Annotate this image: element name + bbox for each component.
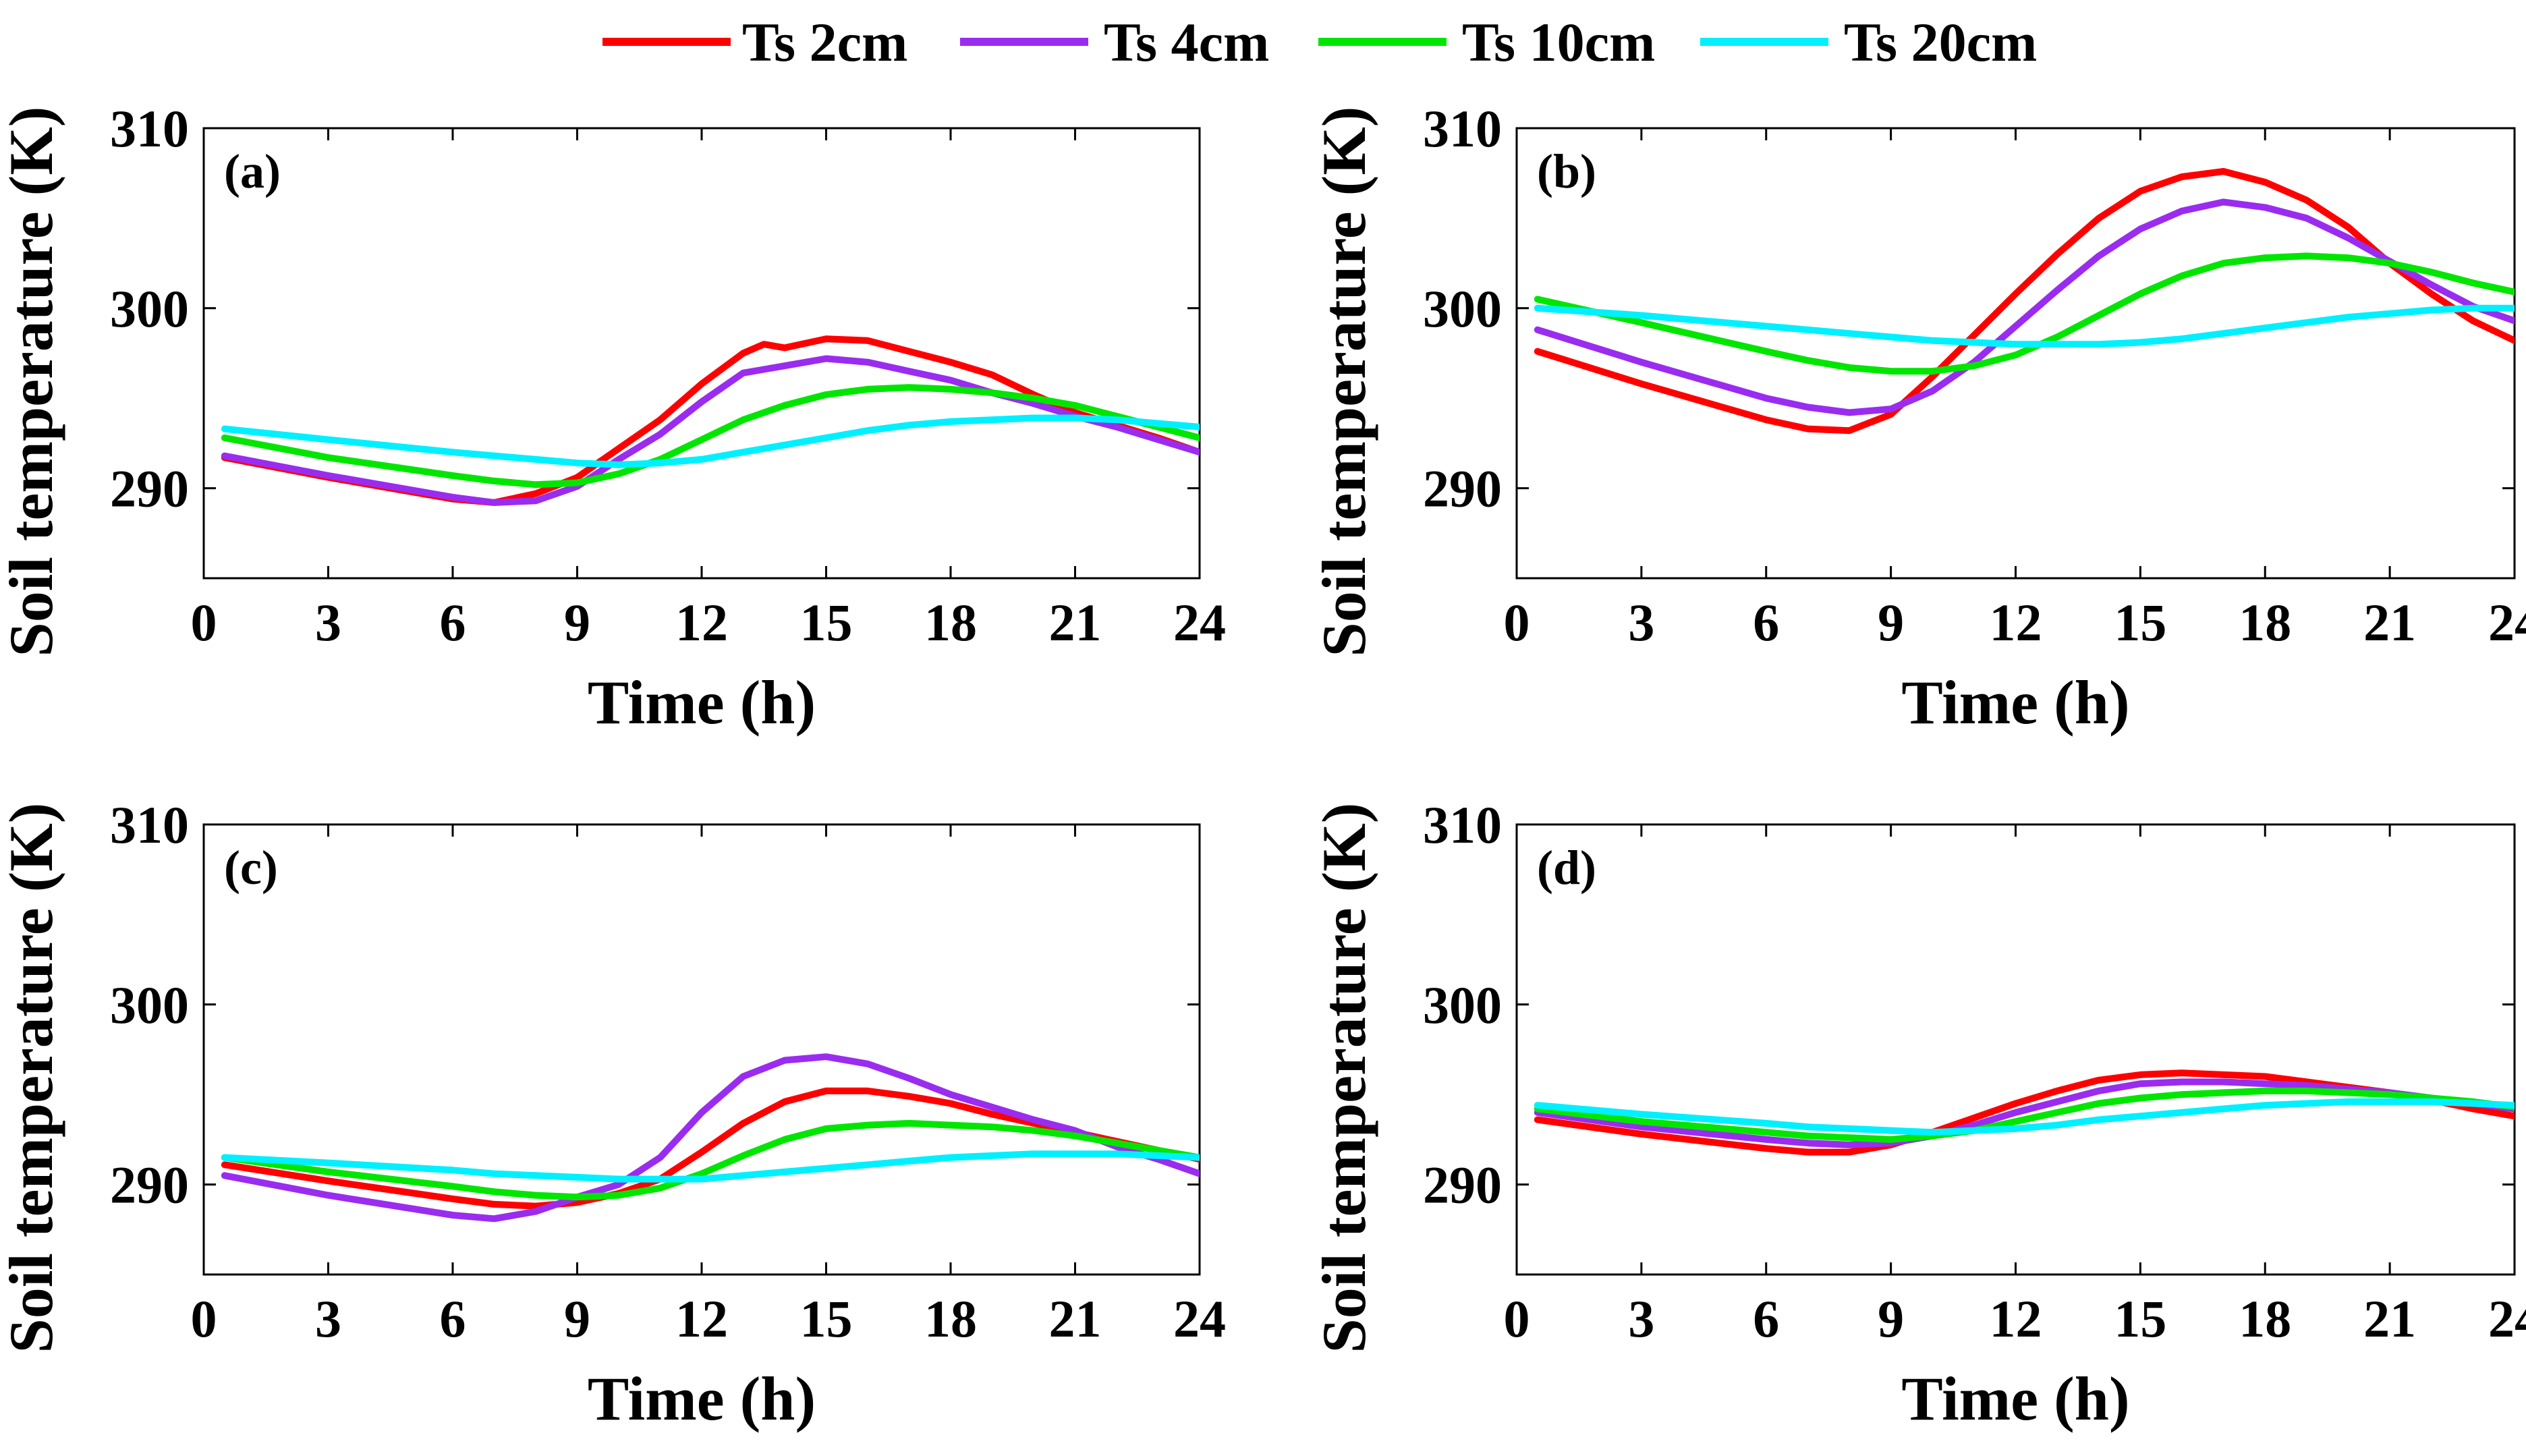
x-tick-label: 3 [315, 1289, 341, 1348]
x-tick-label: 18 [924, 1289, 977, 1348]
legend-label: Ts 2cm [742, 11, 907, 73]
x-tick-label: 3 [1628, 593, 1654, 652]
series-line-ts-4cm [221, 355, 1200, 506]
panel-label: (d) [1537, 841, 1596, 895]
y-tick-label: 300 [1423, 279, 1502, 338]
x-tick-label: 18 [924, 593, 977, 652]
x-tick-label: 3 [315, 593, 341, 652]
x-tick-label: 0 [1504, 593, 1530, 652]
x-tick-label: 12 [1990, 593, 2042, 652]
x-tick-label: 18 [2239, 1289, 2291, 1348]
y-axis-label: Soil temperature (K) [0, 107, 65, 657]
x-tick-label: 6 [1753, 593, 1779, 652]
x-tick-label: 12 [675, 1289, 728, 1348]
y-tick-label: 290 [1423, 1156, 1502, 1214]
panel-label: (b) [1537, 144, 1596, 198]
y-tick-label: 290 [110, 1156, 189, 1214]
x-tick-label: 9 [564, 1289, 590, 1348]
x-tick-label: 24 [2488, 593, 2526, 652]
x-tick-label: 15 [800, 1289, 853, 1348]
x-tick-label: 6 [440, 1289, 466, 1348]
series-line-ts-2cm [1534, 168, 2515, 435]
series-group [1534, 168, 2515, 435]
series-line-ts-2cm [221, 1087, 1200, 1210]
series-line-ts-20cm [221, 1150, 1200, 1183]
x-tick-label: 24 [2488, 1289, 2526, 1348]
y-tick-label: 310 [1423, 99, 1502, 158]
panel-label: (a) [224, 144, 281, 198]
y-axis-label: Soil temperature (K) [1310, 107, 1378, 657]
x-tick-label: 15 [800, 593, 853, 652]
x-tick-label: 12 [1990, 1289, 2042, 1348]
x-tick-label: 9 [564, 593, 590, 652]
x-tick-label: 0 [1504, 1289, 1530, 1348]
legend-label: Ts 10cm [1462, 11, 1655, 73]
series-line-ts-10cm [1534, 1087, 2515, 1143]
x-tick-label: 21 [1049, 1289, 1102, 1348]
x-tick-label: 24 [1173, 593, 1226, 652]
series-line-ts-10cm [221, 1119, 1200, 1201]
x-tick-label: 15 [2114, 593, 2166, 652]
y-tick-label: 310 [110, 795, 189, 854]
x-tick-label: 15 [2114, 1289, 2166, 1348]
series-group [221, 1053, 1200, 1223]
y-tick-label: 310 [1423, 795, 1502, 854]
series-line-ts-10cm [221, 384, 1200, 488]
x-tick-label: 3 [1628, 1289, 1654, 1348]
x-tick-label: 18 [2239, 593, 2291, 652]
y-tick-label: 290 [1423, 459, 1502, 518]
chart-panel-c: 0 3 6 9 12 15 18 21 24 290 300 310 Time (h) Soil temp… [0, 795, 1226, 1433]
x-tick-label: 9 [1878, 1289, 1904, 1348]
series-line-ts-20cm [221, 414, 1200, 468]
y-tick-label: 300 [110, 976, 189, 1034]
chart-panel-a: 0 3 6 9 12 15 18 21 24 290 300 310 Time (h) Soil temp… [0, 99, 1226, 737]
x-tick-label: 6 [440, 593, 466, 652]
chart-panel-b: 0 3 6 9 12 15 18 21 24 290 300 310 Time (h) Soil temp… [1310, 99, 2526, 737]
y-tick-label: 300 [110, 279, 189, 338]
legend-label: Ts 20cm [1844, 11, 2037, 73]
axes-box [202, 127, 1201, 580]
series-line-ts-4cm [221, 1053, 1200, 1223]
series-line-ts-4cm [1534, 198, 2515, 416]
y-tick-label: 310 [110, 99, 189, 158]
panel-label: (c) [224, 841, 278, 895]
x-tick-label: 21 [1049, 593, 1102, 652]
x-tick-label: 9 [1878, 593, 1904, 652]
x-tick-label: 12 [675, 593, 728, 652]
axes-box [202, 823, 1201, 1276]
series-line-ts-20cm [1534, 1098, 2515, 1136]
x-axis-label: Time (h) [1901, 1364, 2129, 1433]
x-tick-label: 6 [1753, 1289, 1779, 1348]
legend: Ts 2cm Ts 4cm Ts 10cm Ts 20cm [602, 11, 2037, 73]
x-tick-label: 0 [191, 1289, 217, 1348]
chart-panel-d: 0 3 6 9 12 15 18 21 24 290 300 310 Time (h) Soil temp… [1310, 795, 2526, 1433]
y-axis-label: Soil temperature (K) [0, 803, 65, 1353]
x-tick-label: 24 [1173, 1289, 1226, 1348]
series-group [1534, 1069, 2515, 1156]
y-axis-label: Soil temperature (K) [1310, 803, 1378, 1353]
x-axis-label: Time (h) [1901, 668, 2129, 737]
y-tick-label: 300 [1423, 976, 1502, 1034]
x-tick-label: 21 [2363, 593, 2416, 652]
x-axis-label: Time (h) [588, 1364, 816, 1433]
legend-label: Ts 4cm [1104, 11, 1269, 73]
series-line-ts-20cm [1534, 304, 2515, 348]
series-group [221, 335, 1200, 506]
axes-box [1515, 823, 2516, 1276]
y-tick-label: 290 [110, 459, 189, 518]
x-tick-label: 0 [191, 593, 217, 652]
x-tick-label: 21 [2363, 1289, 2416, 1348]
series-line-ts-10cm [1534, 252, 2515, 375]
x-axis-label: Time (h) [588, 668, 816, 737]
